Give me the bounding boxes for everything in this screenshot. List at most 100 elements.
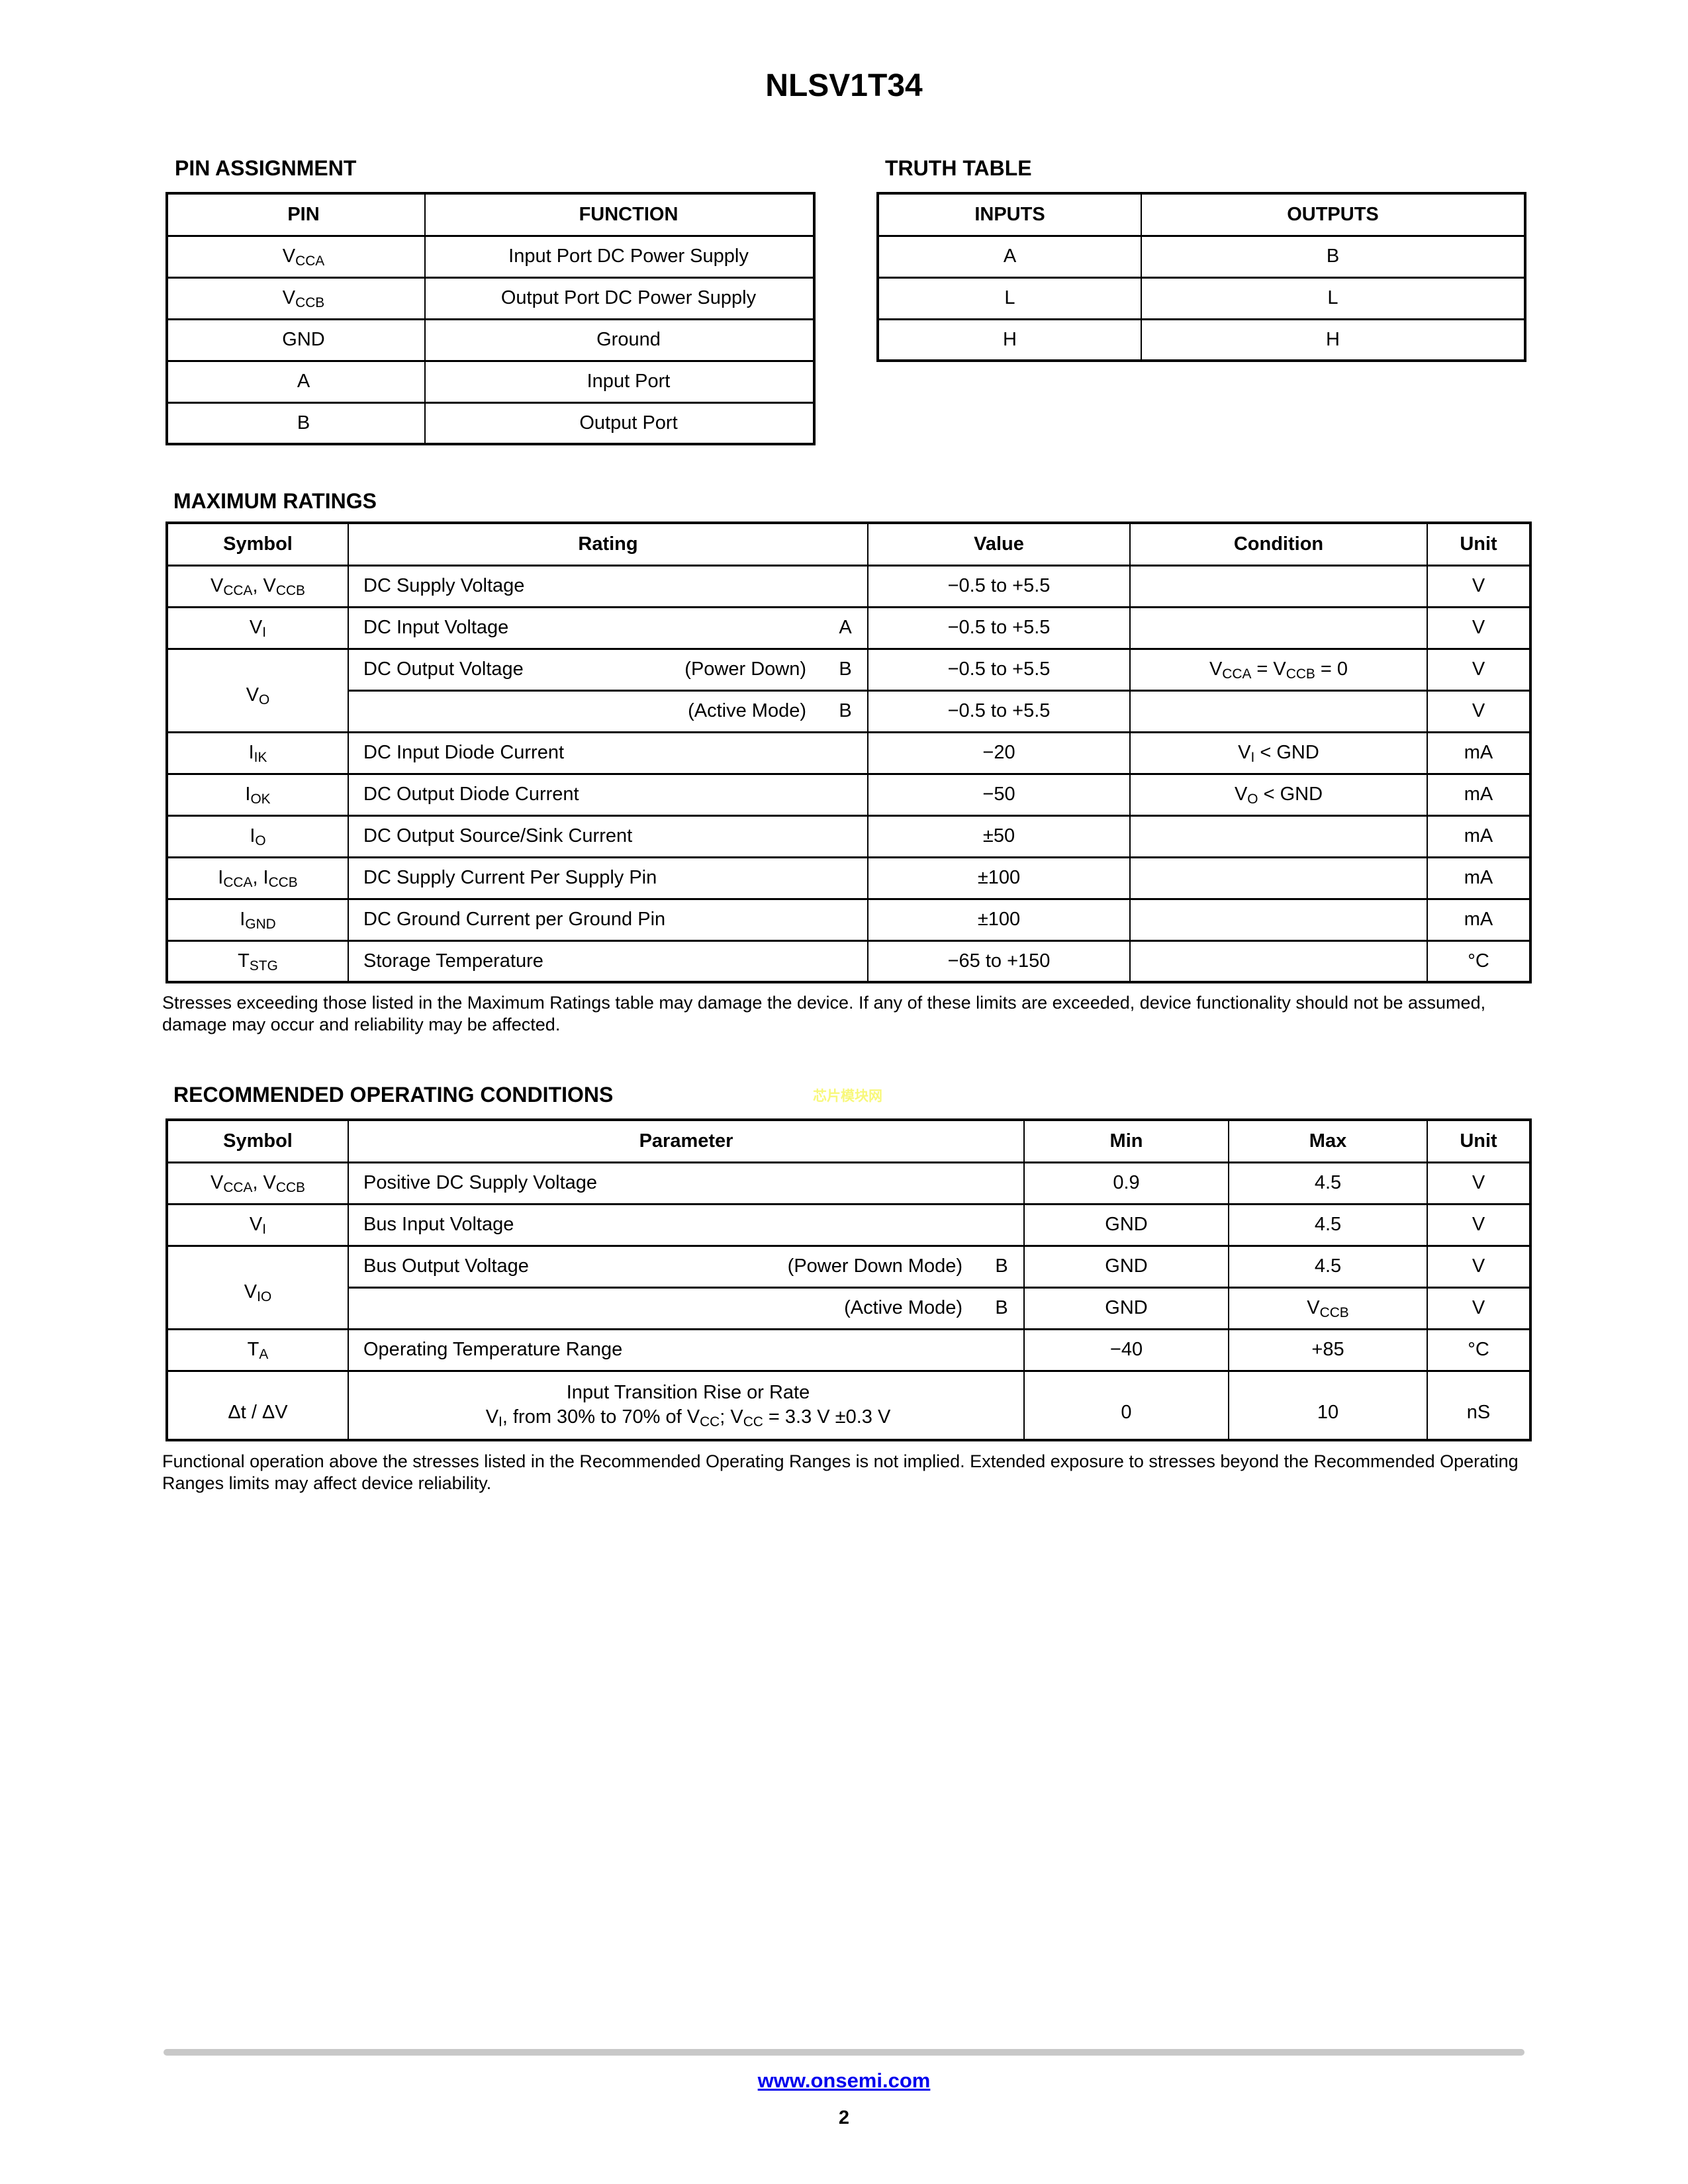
table-header-row: Symbol Parameter Min Max Unit — [166, 1118, 1531, 1163]
outputs-column-header: OUTPUTS — [1141, 192, 1526, 237]
unit-column-header: Unit — [1427, 1118, 1531, 1163]
symbol-cell: VIO — [166, 1244, 349, 1330]
page-number: 2 — [838, 2107, 850, 2128]
table-row: A B — [877, 234, 1526, 279]
onsemi-website-link[interactable]: www.onsemi.com — [757, 2069, 931, 2092]
footer-divider — [164, 2049, 1524, 2056]
unit-cell: mA — [1427, 731, 1531, 775]
unit-cell: °C — [1427, 1328, 1531, 1372]
parameter-note-tag: B — [995, 1255, 1008, 1277]
unit-cell: mA — [1427, 814, 1531, 858]
parameter-cell: Positive DC Supply Voltage — [348, 1161, 1025, 1205]
symbol-cell: VI — [166, 606, 349, 650]
value-cell: −0.5 to +5.5 — [867, 564, 1131, 608]
condition-cell — [1129, 814, 1428, 858]
condition-cell: VI < GND — [1129, 731, 1428, 775]
pin-function-cell: Output Port — [424, 401, 815, 445]
pin-name-cell: A — [166, 359, 426, 404]
min-cell: −40 — [1023, 1328, 1229, 1372]
rating-note-tag: B — [839, 700, 852, 721]
value-cell: −65 to +150 — [867, 939, 1131, 983]
parameter-cell: Operating Temperature Range — [348, 1328, 1025, 1372]
table-row: VI Bus Input Voltage GND 4.5 V — [166, 1203, 1531, 1247]
table-row: (Active Mode) B −0.5 to +5.5 V — [167, 689, 1531, 733]
truth-table: INPUTS OUTPUTS A B L L H H — [876, 192, 1526, 362]
rating-cell: DC Supply Voltage — [348, 564, 868, 608]
rating-note-tag: A — [839, 617, 852, 638]
symbol-column-header: Symbol — [166, 522, 349, 567]
rating-cell: (Active Mode) B — [348, 689, 868, 733]
pin-name-cell: VCCB — [166, 276, 426, 320]
value-cell: −20 — [867, 731, 1131, 775]
symbol-cell: VCCA, VCCB — [166, 1161, 349, 1205]
maximum-ratings-table: Symbol Rating Value Condition Unit VCCA,… — [165, 522, 1532, 983]
min-cell: 0.9 — [1023, 1161, 1229, 1205]
table-row: VO DC Output Voltage (Power Down) B −0.5 t… — [166, 647, 1531, 733]
rating-text: DC Supply Voltage — [363, 575, 525, 596]
pin-column-header: PIN — [166, 192, 426, 237]
inputs-column-header: INPUTS — [877, 192, 1142, 237]
parameter-text: Bus Output Voltage — [363, 1255, 529, 1277]
rating-text: DC Input Diode Current — [363, 742, 565, 763]
maximum-ratings-note: Stresses exceeding those listed in the M… — [162, 993, 1486, 1034]
table-row: VCCA, VCCB Positive DC Supply Voltage 0.… — [166, 1161, 1531, 1205]
min-cell: GND — [1023, 1286, 1229, 1330]
rating-text: Storage Temperature — [363, 950, 543, 972]
recommended-operating-conditions-heading: RECOMMENDED OPERATING CONDITIONS — [173, 1083, 614, 1107]
parameter-text: Positive DC Supply Voltage — [363, 1172, 598, 1193]
rating-cell: DC Input Diode Current — [348, 731, 868, 775]
function-column-header: FUNCTION — [424, 192, 815, 237]
parameter-text-line1: Input Transition Rise or Rate — [566, 1382, 810, 1404]
rating-text: DC Output Source/Sink Current — [363, 825, 633, 846]
table-row: GND Ground — [166, 318, 815, 362]
value-cell: −50 — [867, 772, 1131, 817]
parameter-cell: Bus Output Voltage (Power Down Mode) B — [348, 1244, 1025, 1289]
table-row: A Input Port — [166, 359, 815, 404]
table-row: IOK DC Output Diode Current −50 VO < GND… — [166, 772, 1531, 817]
rating-text: DC Ground Current per Ground Pin — [363, 909, 666, 930]
symbol-cell: TSTG — [166, 939, 349, 983]
table-header-row: Symbol Rating Value Condition Unit — [166, 522, 1531, 567]
recommended-operating-conditions-note: Functional operation above the stresses … — [162, 1451, 1519, 1493]
table-row: B Output Port — [166, 401, 815, 445]
condition-cell: VO < GND — [1129, 772, 1428, 817]
rating-note-tag: B — [839, 659, 852, 680]
parameter-mode: (Active Mode) — [844, 1297, 962, 1318]
max-cell: 4.5 — [1228, 1244, 1428, 1289]
min-cell: GND — [1023, 1203, 1229, 1247]
unit-cell: mA — [1427, 772, 1531, 817]
rating-cell: DC Output Voltage (Power Down) B — [348, 647, 868, 692]
input-cell: A — [877, 234, 1142, 279]
rating-cell: DC Ground Current per Ground Pin — [348, 897, 868, 942]
table-row: L L — [877, 276, 1526, 320]
pin-name-cell: VCCA — [166, 234, 426, 279]
parameter-column-header: Parameter — [348, 1118, 1025, 1163]
pin-function-cell: Input Port DC Power Supply — [424, 234, 815, 279]
unit-cell: V — [1427, 606, 1531, 650]
symbol-cell: IO — [166, 814, 349, 858]
pin-assignment-heading: PIN ASSIGNMENT — [175, 156, 357, 180]
parameter-cell: (Active Mode) B — [348, 1286, 1025, 1330]
condition-cell — [1129, 689, 1428, 733]
pin-name-cell: GND — [166, 318, 426, 362]
max-cell: 10 — [1228, 1369, 1428, 1441]
table-row: (Active Mode) B GND VCCB V — [167, 1286, 1531, 1330]
output-cell: B — [1141, 234, 1526, 279]
rating-text: DC Output Diode Current — [363, 784, 579, 805]
table-header-row: PIN FUNCTION — [166, 192, 815, 237]
symbol-column-header: Symbol — [166, 1118, 349, 1163]
unit-cell: V — [1427, 564, 1531, 608]
pin-function-cell: Input Port — [424, 359, 815, 404]
rating-cell: Storage Temperature — [348, 939, 868, 983]
unit-column-header: Unit — [1427, 522, 1531, 567]
table-row: VI DC Input Voltage A −0.5 to +5.5 V — [166, 606, 1531, 650]
condition-cell — [1129, 856, 1428, 900]
table-row: IGND DC Ground Current per Ground Pin ±1… — [166, 897, 1531, 942]
rating-mode: (Power Down) — [684, 659, 806, 680]
value-cell: ±50 — [867, 814, 1131, 858]
table-header-row: INPUTS OUTPUTS — [877, 192, 1526, 237]
max-cell: VCCB — [1228, 1286, 1428, 1330]
rating-text: DC Supply Current Per Supply Pin — [363, 867, 657, 888]
symbol-cell: IGND — [166, 897, 349, 942]
unit-cell: °C — [1427, 939, 1531, 983]
